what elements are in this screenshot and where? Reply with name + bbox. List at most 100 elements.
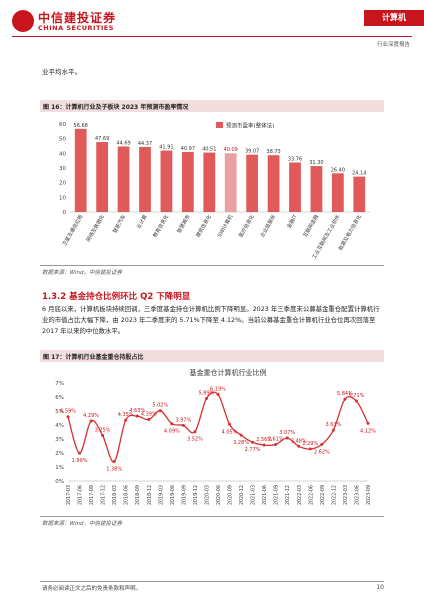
data-point <box>193 430 197 434</box>
data-label: 2.56% <box>256 437 272 443</box>
x-tick-label: 2018-09 <box>135 485 141 505</box>
bar <box>331 173 344 212</box>
x-tick-label: 2022-09 <box>320 485 326 505</box>
x-tick-label: 2020-12 <box>239 485 245 505</box>
data-label: 5.84% <box>337 391 353 397</box>
x-tick-label: 2017-03 <box>66 485 72 505</box>
bar <box>246 154 259 212</box>
bar <box>267 155 280 212</box>
data-label: 2.48% <box>291 438 307 444</box>
data-label: 4.12% <box>360 428 376 434</box>
bar <box>310 166 323 212</box>
bar <box>203 152 216 212</box>
y-tick-label: 5% <box>55 409 64 415</box>
bar <box>96 142 109 212</box>
data-point <box>158 409 162 413</box>
bar <box>224 153 237 212</box>
data-point <box>274 442 278 446</box>
data-point <box>216 392 220 396</box>
bar <box>181 151 194 212</box>
y-tick-label: 4% <box>55 423 64 429</box>
x-category-label: 企业级服务 <box>259 213 278 238</box>
data-point <box>181 423 185 427</box>
bar-value-label: 44.69 <box>116 140 130 146</box>
data-point <box>89 419 93 423</box>
data-point <box>251 440 255 444</box>
x-category-label: 金融IT <box>285 213 299 230</box>
x-category-label: 教育信息化 <box>152 214 171 239</box>
bar-value-label: 26.40 <box>331 167 345 173</box>
legend-label: 预测市盈率(整体法) <box>226 122 274 130</box>
report-type: 行业深度报告 <box>376 42 410 48</box>
bar <box>117 146 130 212</box>
data-point <box>331 428 335 432</box>
fig16-source: 数据来源：Wind，中信建投证券 <box>42 270 122 276</box>
y-tick-label: 2% <box>55 451 64 457</box>
data-label: 4.59% <box>60 409 76 415</box>
bar-value-label: 38.73 <box>266 149 280 155</box>
fig17-chart: 基金重仓计算机行业比例 0% 1% 2% 3% 4% 5% 6% 7% 4.59% 2017-03 1… <box>55 368 376 505</box>
data-point <box>285 436 289 440</box>
header-divider <box>12 36 412 37</box>
y-tick-label: 60 <box>59 122 66 128</box>
y-tick-label: 1% <box>55 465 64 471</box>
data-point <box>297 444 301 448</box>
data-point <box>343 397 347 401</box>
fig16-title-bar: 图 16：计算机行业及子板块 2023 年预测市盈率情况 <box>40 100 384 112</box>
fig16-chart: 0 10 20 30 40 50 60 56.68 卫星及通信应用 47.69 网络及数据化 44.6… <box>59 122 370 260</box>
data-label: 1.38% <box>106 467 122 473</box>
y-tick-label: 7% <box>55 381 64 387</box>
data-label: 4.35% <box>118 412 134 418</box>
x-tick-label: 2023-09 <box>366 485 372 505</box>
data-label: 3.28% <box>233 440 249 446</box>
data-label: 4.29% <box>83 413 99 419</box>
x-category-label: 网络及数据化 <box>85 214 106 243</box>
data-label: 5.89% <box>199 391 215 397</box>
fig17-source-divider <box>40 516 384 517</box>
y-tick-label: 0% <box>55 479 64 485</box>
x-tick-label: 2018-12 <box>147 485 153 505</box>
data-label: 3.25% <box>95 428 111 434</box>
data-label: 4.09% <box>164 429 180 435</box>
footer-divider <box>40 581 384 582</box>
fig17-title: 图 17：计算机行业基金重仓持股占比 <box>43 354 144 361</box>
section-paragraph: 6 月底以来，计算机板块持续回调，三季度基金持仓计算机比例下降明显。2023 年… <box>42 305 380 335</box>
logo-cn-text: 中信建投证券 <box>38 11 117 25</box>
bar-value-label: 39.07 <box>245 149 259 155</box>
x-tick-label: 2020-03 <box>204 485 210 505</box>
y-tick-label: 40 <box>59 151 66 157</box>
x-category-label: 医疗信息化 <box>237 214 256 239</box>
data-point <box>320 442 324 446</box>
bar-value-label: 40.97 <box>181 146 195 152</box>
data-point <box>112 460 116 464</box>
section-heading: 1.3.2 基金持仓比例环比 Q2 下降明显 <box>42 292 191 302</box>
data-point <box>204 397 208 401</box>
data-point <box>101 434 105 437</box>
data-point <box>66 415 70 419</box>
x-tick-label: 2018-06 <box>124 485 130 505</box>
y-tick-label: 3% <box>55 437 64 443</box>
data-point <box>170 422 174 426</box>
data-label: 3.63% <box>325 422 341 428</box>
bar <box>160 150 173 212</box>
data-label: 3.52% <box>187 437 203 443</box>
intro-text: 业平均水平。 <box>42 68 81 76</box>
x-tick-label: 2019-12 <box>193 485 199 505</box>
data-point <box>135 414 139 418</box>
x-category-label: 卫星及通信应用 <box>61 214 85 248</box>
data-label: 4.39% <box>141 412 157 418</box>
data-label: 6.19% <box>210 386 226 392</box>
data-point <box>124 418 128 422</box>
data-label: 2.61% <box>268 436 284 442</box>
fig17-title-bar: 图 17：计算机行业基金重仓持股占比 <box>40 350 384 362</box>
data-point <box>78 451 82 455</box>
data-label: 2.77% <box>245 447 261 453</box>
disclaimer: 请务必阅读正文之后的免责条款和声明。 <box>42 586 142 592</box>
bar-value-label: 33.76 <box>288 156 302 162</box>
x-tick-label: 2017-12 <box>101 485 107 505</box>
fig17-source: 数据来源：Wind，中信建投证券 <box>42 521 122 527</box>
logo-en-text: CHINA SECURITIES <box>38 24 114 32</box>
x-tick-label: 2021-06 <box>262 485 268 505</box>
data-point <box>228 422 232 426</box>
page-number: 10 <box>376 584 384 591</box>
